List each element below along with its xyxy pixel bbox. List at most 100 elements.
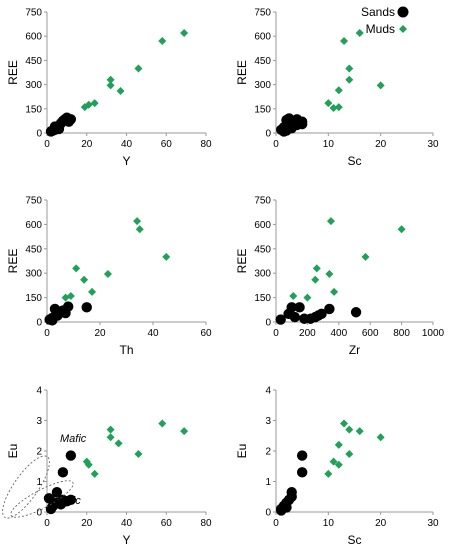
y-tick-label: 2	[36, 447, 42, 458]
muds-point	[376, 81, 385, 90]
sands-point	[275, 314, 286, 325]
muds-point	[80, 275, 89, 284]
sands-point	[65, 450, 77, 461]
muds-point	[376, 433, 385, 442]
muds-point	[72, 264, 81, 273]
y-tick-label: 150	[254, 104, 271, 115]
y-tick-label: 4	[265, 386, 271, 397]
muds-point	[345, 75, 354, 84]
muds-point	[355, 28, 364, 37]
legend-label-muds: Muds	[366, 22, 395, 36]
x-axis-label: Sc	[347, 533, 361, 547]
x-tick-label: 20	[81, 139, 93, 150]
muds-point	[289, 291, 298, 300]
y-tick-label: 150	[25, 104, 42, 115]
x-tick-label: 0	[273, 328, 279, 339]
sands-point	[296, 467, 308, 478]
y-tick-label: 0	[36, 318, 42, 329]
y-tick-label: 750	[25, 8, 42, 19]
muds-point	[134, 64, 143, 73]
y-tick-label: 2	[265, 447, 271, 458]
muds-point	[103, 270, 112, 279]
legend-marker-sands	[397, 6, 409, 18]
y-tick-label: 750	[254, 196, 271, 207]
x-tick-label: 30	[427, 518, 439, 529]
scatter-panel: 0 150 300 450 600 750 0 10 20 30 Sc REE	[235, 8, 439, 169]
sands-point	[281, 502, 292, 513]
y-tick-label: 0	[265, 318, 271, 329]
y-tick-label: 450	[25, 244, 42, 255]
sands-point	[65, 494, 77, 505]
y-tick-label: 300	[254, 269, 271, 280]
y-tick-label: 600	[254, 220, 271, 231]
x-tick-label: 10	[323, 139, 335, 150]
x-tick-label: 800	[393, 328, 410, 339]
y-tick-label: 600	[254, 32, 271, 43]
sands-point	[47, 315, 58, 326]
y-tick-label: 450	[25, 56, 42, 67]
scatter-panel: 0 150 300 450 600 750 0 20 40 60 Th REE	[6, 196, 212, 358]
muds-point	[106, 425, 115, 434]
muds-point	[180, 28, 189, 37]
x-tick-label: 20	[94, 328, 106, 339]
sands-point	[350, 307, 362, 318]
muds-point	[303, 293, 312, 302]
muds-point	[324, 99, 333, 108]
sands-point	[324, 303, 335, 315]
muds-point	[397, 225, 406, 234]
muds-point	[90, 469, 99, 478]
sands-point	[289, 311, 301, 323]
muds-point	[334, 460, 343, 469]
sands-point	[61, 112, 73, 123]
muds-point	[114, 439, 123, 448]
muds-point	[329, 457, 338, 466]
x-tick-label: 0	[44, 139, 50, 150]
legend: Sands Muds	[361, 5, 409, 36]
y-tick-label: 300	[25, 269, 42, 280]
muds-point	[334, 86, 343, 95]
sands-point	[81, 302, 92, 313]
x-axis-label: Sc	[347, 154, 361, 168]
muds-point	[116, 87, 125, 96]
sands-point	[294, 302, 305, 313]
x-tick-label: 40	[121, 139, 133, 150]
x-tick-label: 40	[121, 518, 133, 529]
felsic-field-outline	[10, 480, 74, 518]
y-tick-label: 600	[25, 220, 42, 231]
y-axis-label: REE	[235, 60, 249, 85]
muds-point	[326, 217, 335, 226]
sands-point	[62, 301, 74, 312]
muds-point	[158, 419, 167, 428]
y-tick-label: 0	[265, 129, 271, 140]
legend-marker-muds	[399, 25, 407, 33]
x-tick-label: 80	[200, 139, 212, 150]
x-tick-label: 30	[427, 139, 439, 150]
sands-point	[51, 486, 63, 498]
y-axis-label: REE	[6, 249, 20, 274]
muds-point	[84, 460, 93, 469]
x-tick-label: 0	[44, 518, 50, 529]
legend-label-sands: Sands	[361, 5, 395, 19]
x-axis-label: Y	[122, 533, 130, 547]
x-axis-label: Y	[122, 154, 130, 168]
y-tick-label: 1	[265, 477, 271, 488]
y-tick-label: 0	[265, 508, 271, 519]
muds-point	[180, 427, 189, 436]
sands-point	[286, 302, 297, 313]
annotation-mafic: Mafic	[60, 433, 87, 445]
muds-point	[361, 252, 370, 261]
muds-point	[106, 75, 115, 84]
muds-point	[345, 425, 354, 434]
x-tick-label: 400	[330, 328, 347, 339]
muds-point	[106, 81, 115, 90]
muds-point	[88, 287, 97, 296]
muds-point	[325, 270, 334, 279]
muds-point	[345, 64, 354, 73]
y-tick-label: 600	[25, 32, 42, 43]
sands-point	[43, 493, 55, 504]
muds-point	[162, 252, 171, 261]
scatter-panel: 0 150 300 450 600 750 0 200 400 600 800 1000 Zr REE	[235, 196, 445, 358]
y-tick-label: 150	[25, 293, 42, 304]
x-tick-label: 600	[362, 328, 379, 339]
sands-point	[316, 308, 327, 320]
